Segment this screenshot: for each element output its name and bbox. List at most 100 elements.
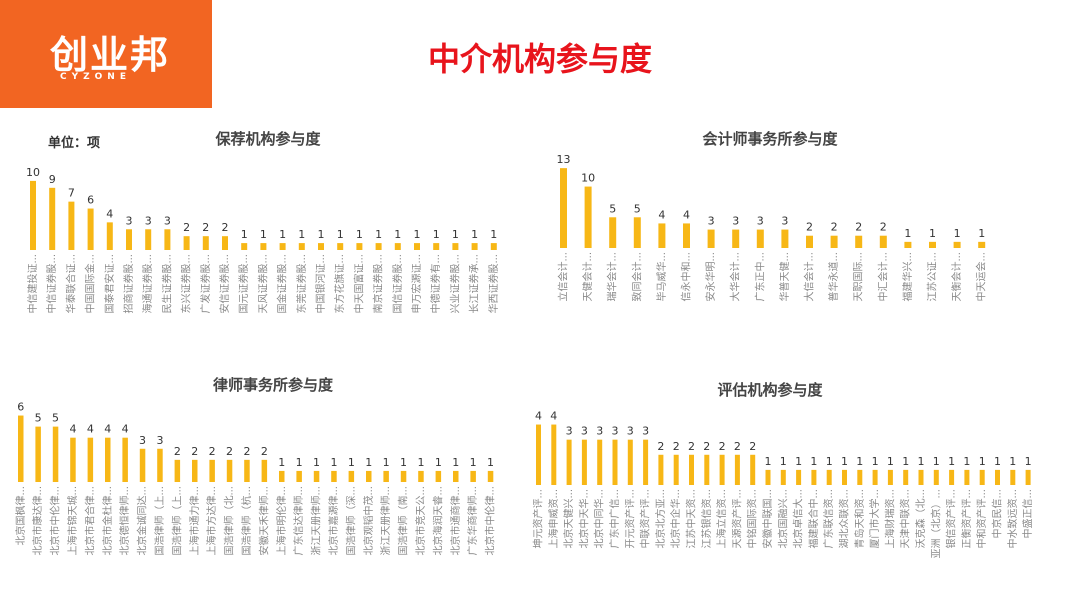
bar <box>241 243 248 250</box>
category-label: 中和资产评... <box>975 489 988 549</box>
category-label: 福建华兴... <box>901 252 914 302</box>
data-label: 2 <box>226 445 233 458</box>
data-label: 2 <box>734 440 741 453</box>
category-label: 厦门市大学... <box>868 489 881 549</box>
bar <box>979 469 985 485</box>
data-label: 1 <box>933 455 940 468</box>
category-label: 北京观韬中茂... <box>362 486 375 556</box>
bar <box>318 243 324 250</box>
chart-title: 评估机构参与度 <box>717 381 823 399</box>
category-label: 中天运会... <box>975 252 988 302</box>
data-label: 3 <box>581 425 588 438</box>
data-label: 1 <box>948 455 955 468</box>
logo-text: 创业邦 <box>50 33 171 77</box>
bar <box>929 241 936 248</box>
data-label: 3 <box>627 425 634 438</box>
data-label: 5 <box>634 202 641 215</box>
bar <box>279 470 285 482</box>
bar <box>857 469 863 485</box>
data-label: 6 <box>87 194 94 207</box>
bar <box>470 470 476 482</box>
category-label: 安信证券股... <box>218 254 231 314</box>
unit-label: 单位：项 <box>48 136 101 151</box>
bar <box>122 437 128 482</box>
category-label: 上海市方达律... <box>205 486 218 556</box>
bar <box>209 459 215 482</box>
category-label: 江苏公证... <box>926 252 939 302</box>
data-label: 1 <box>904 227 911 240</box>
chart-title: 律师事务所参与度 <box>212 376 334 394</box>
bar <box>226 459 233 482</box>
category-label: 上海申威资... <box>547 489 560 549</box>
bar <box>887 469 893 485</box>
data-label: 3 <box>126 214 133 227</box>
data-label: 1 <box>979 455 986 468</box>
bar <box>348 470 355 482</box>
data-label: 10 <box>26 166 40 179</box>
category-label: 北京天健兴... <box>562 489 575 549</box>
category-label: 中京民信... <box>991 489 1004 539</box>
category-label: 华泰联合证... <box>64 254 77 314</box>
data-label: 5 <box>52 412 59 425</box>
data-label: 3 <box>708 215 715 228</box>
category-label: 湖北众联资... <box>839 489 851 549</box>
category-label: 坤元资产评... <box>532 489 545 549</box>
category-label: 国信证券股... <box>391 254 404 314</box>
bar <box>689 454 694 485</box>
data-label: 1 <box>452 456 459 469</box>
category-label: 东方花旗证... <box>333 254 346 314</box>
category-label: 普华永道... <box>827 252 840 302</box>
bar <box>964 469 970 485</box>
bar <box>164 229 171 250</box>
category-label: 国浩律师（上... <box>170 486 183 556</box>
data-label: 1 <box>313 456 320 469</box>
data-label: 3 <box>145 214 152 227</box>
bar <box>400 470 407 482</box>
category-label: 青岛天和资... <box>853 489 866 549</box>
bar <box>1025 469 1031 485</box>
category-label: 江苏中天资... <box>685 489 698 549</box>
data-label: 4 <box>658 208 665 221</box>
category-label: 广发证券股... <box>199 254 212 314</box>
data-label: 5 <box>35 412 42 425</box>
bar <box>30 180 36 250</box>
bar <box>126 229 132 250</box>
data-label: 1 <box>330 456 337 469</box>
data-label: 1 <box>810 455 817 468</box>
category-label: 南京证券股... <box>372 254 385 314</box>
bar <box>414 243 420 250</box>
category-label: 天衡会计... <box>950 252 963 302</box>
data-label: 1 <box>298 228 305 241</box>
data-label: 2 <box>880 221 887 234</box>
bar <box>313 470 320 482</box>
bar <box>584 186 592 248</box>
bar <box>145 229 152 250</box>
category-label: 天风证券股... <box>256 254 269 314</box>
bar <box>855 235 863 248</box>
logo-subtext: CYZONE <box>60 72 131 82</box>
data-label: 3 <box>757 215 764 228</box>
data-label: 2 <box>703 440 710 453</box>
data-label: 3 <box>781 215 788 228</box>
data-label: 1 <box>978 227 985 240</box>
data-label: 2 <box>209 445 216 458</box>
bar <box>68 201 75 250</box>
category-label: 江苏银信资... <box>700 489 713 549</box>
data-label: 1 <box>337 228 344 241</box>
category-label: 北京市竞天公... <box>414 486 427 556</box>
bar <box>487 470 494 482</box>
data-label: 1 <box>375 228 382 241</box>
category-label: 浙江天册律师... <box>310 486 323 556</box>
data-label: 2 <box>174 445 181 458</box>
category-label: 毕马威华... <box>655 252 668 302</box>
category-label: 开元资产评... <box>623 489 636 549</box>
category-label: 北京市通商律... <box>449 486 462 556</box>
data-label: 1 <box>471 228 478 241</box>
category-label: 中盛正信... <box>1021 489 1034 539</box>
category-label: 天源资产评... <box>730 489 743 549</box>
chart-svg-2: 律师事务所参与度 6 北京国枫律... 5 北京市康达律... 5 北京市中伦律... 4 上海… <box>14 376 497 556</box>
category-label: 华西证券股... <box>487 254 500 314</box>
category-label: 中铭国际资... <box>746 489 759 549</box>
bar <box>375 243 382 250</box>
category-label: 申万宏源证... <box>410 254 423 314</box>
